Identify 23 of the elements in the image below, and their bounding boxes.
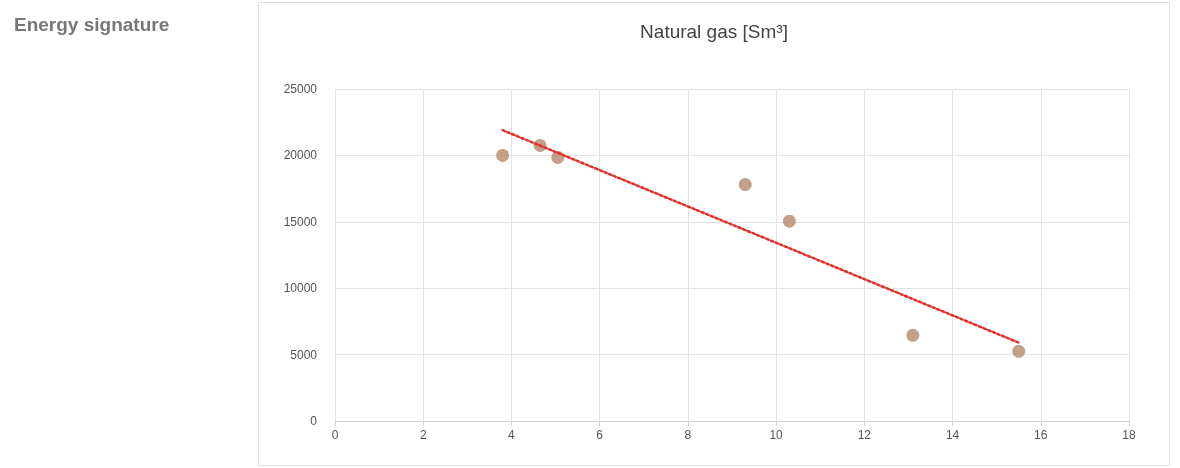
x-tick-label: 10 <box>769 428 784 442</box>
point <box>906 328 920 342</box>
x-tick-label: 16 <box>1034 428 1048 442</box>
x-tick-label: 14 <box>945 428 960 442</box>
x-tick-label: 12 <box>857 428 872 442</box>
x-tick-label: 18 <box>1122 428 1136 442</box>
point <box>738 178 752 192</box>
text: Energy signature <box>14 14 170 36</box>
chart-title: Natural gas [Sm³] <box>640 21 788 42</box>
x-tick-label: 0 <box>331 428 339 442</box>
y-tick-label: 0 <box>310 414 318 428</box>
y-tick-label: 5000 <box>290 347 318 362</box>
y-tick-label: 10000 <box>283 281 318 296</box>
point <box>782 214 796 228</box>
y-tick-label: 20000 <box>283 148 318 163</box>
y-tick-label: 15000 <box>283 214 318 229</box>
point <box>496 148 510 162</box>
x-tick-label: 6 <box>596 428 604 442</box>
x-tick-label: 8 <box>684 428 692 442</box>
x-tick-label: 4 <box>508 428 516 442</box>
y-tick-label: 25000 <box>283 82 318 96</box>
x-tick-label: 2 <box>419 428 427 442</box>
point <box>1012 344 1026 358</box>
